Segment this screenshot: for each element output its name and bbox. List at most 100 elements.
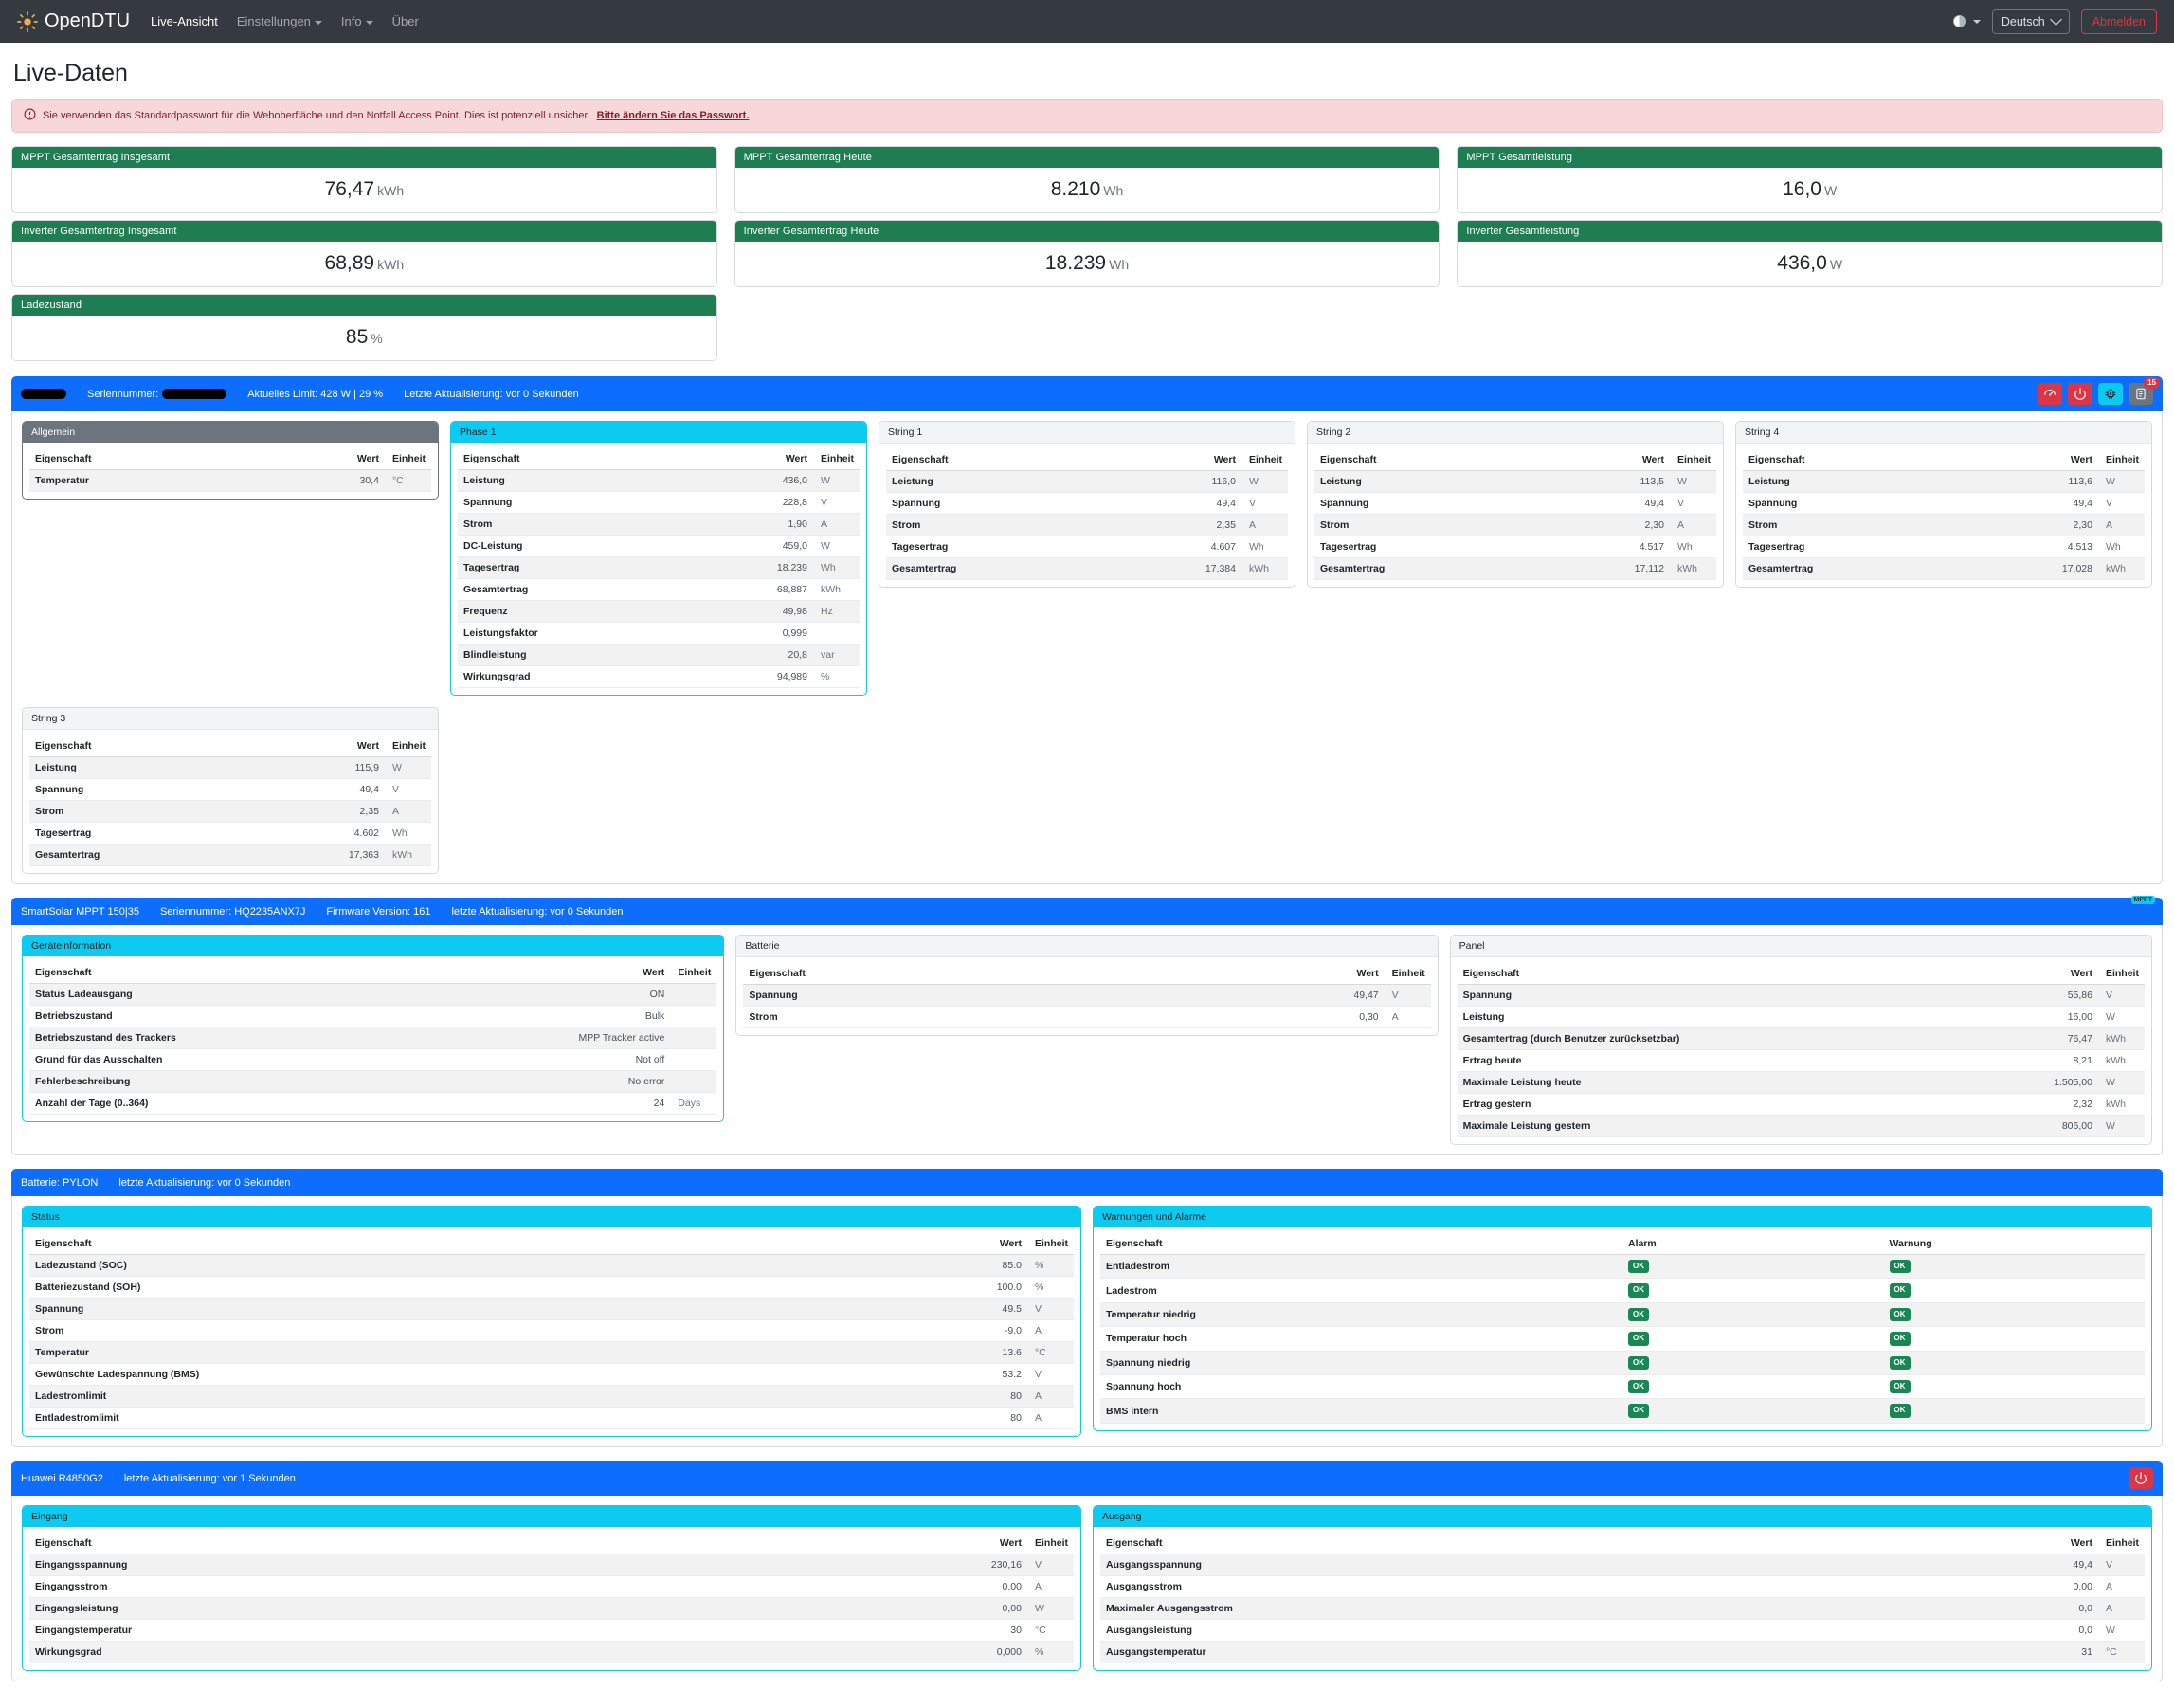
card-header: Panel: [1450, 936, 2151, 957]
row-property: Tagesertrag: [458, 556, 697, 579]
table-row: Strom 0,30 A: [743, 1006, 1431, 1028]
power-toggle-button[interactable]: [2068, 383, 2092, 405]
col-unit: Einheit: [384, 448, 431, 470]
row-property: Ausgangstemperatur: [1100, 1641, 1905, 1663]
card-body: Eigenschaft Wert Einheit Temperatur 30,4…: [23, 443, 438, 499]
col-unit: Einheit: [670, 962, 717, 984]
charger-section: Huawei R4850G2 letzte Aktualisierung: vo…: [11, 1461, 2163, 1681]
row-value: 0,0: [1904, 1619, 2098, 1642]
table-row: Tagesertrag 4.517 Wh: [1314, 536, 1716, 558]
card-body: Eigenschaft Wert Einheit Status Ladeausg…: [23, 956, 723, 1121]
table-row: Leistung 116,0 W: [886, 470, 1288, 493]
col-value: Wert: [1114, 449, 1241, 471]
row-value: 0,30: [1160, 1006, 1385, 1028]
col-property: Eigenschaft: [1100, 1233, 1622, 1255]
charger-header: Huawei R4850G2 letzte Aktualisierung: vo…: [11, 1461, 2163, 1496]
table-row: Spannung 55,86 V: [1457, 984, 2145, 1007]
mppt-name: SmartSolar MPPT 150|35: [21, 905, 139, 918]
table-row: Temperatur 30,4 °C: [29, 469, 431, 492]
row-property: Eingangsspannung: [29, 1554, 750, 1576]
status-badge: OK: [1628, 1332, 1649, 1346]
row-property: Strom: [1314, 514, 1546, 536]
status-badge: OK: [1889, 1307, 1911, 1322]
row-value: 17,028: [1971, 557, 2098, 580]
row-unit: [670, 983, 717, 1006]
row-unit: °C: [1026, 1341, 1074, 1364]
limit-gauge-button[interactable]: [2038, 383, 2062, 405]
card-header: Ausgang: [1094, 1506, 2151, 1527]
main-nav: Live-Ansicht Einstellungen Info Über: [151, 14, 419, 28]
row-property: Temperatur: [29, 1341, 857, 1364]
row-property: Betriebszustand: [29, 1005, 421, 1027]
language-select[interactable]: Deutsch: [1991, 9, 2070, 34]
event-log-button[interactable]: 15: [2129, 377, 2160, 405]
row-property: Ertrag heute: [1457, 1049, 1984, 1072]
theme-toggle[interactable]: [1952, 15, 1981, 27]
row-property: Ertrag gestern: [1457, 1093, 1984, 1116]
warning-status: OK: [1883, 1351, 2145, 1375]
card-allgemein: Allgemein Eigenschaft Wert Einheit Tempe…: [22, 421, 439, 500]
table-row: Eingangsleistung 0,00 W: [29, 1597, 1074, 1620]
nav-item-ueber[interactable]: Über: [391, 14, 419, 28]
table-row: Grund für das Ausschalten Not off: [29, 1048, 717, 1071]
string1-table: Eigenschaft Wert Einheit Leistung 116,0 W S…: [886, 449, 1288, 580]
row-unit: V: [1026, 1298, 1074, 1320]
table-row: Eingangsspannung 230,16 V: [29, 1554, 1074, 1576]
row-unit: kWh: [2097, 557, 2145, 580]
card-body: Eigenschaft Wert Einheit Spannung 55,86 V L…: [1451, 957, 2151, 1144]
card-body: Eigenschaft Alarm Warnung Entladestrom OK…: [1094, 1227, 2151, 1430]
row-unit: Wh: [1669, 536, 1716, 558]
row-property: Spannung niedrig: [1100, 1351, 1622, 1375]
col-property: Eigenschaft: [29, 736, 259, 757]
table-row: Gesamtertrag 68,887 kWh: [458, 578, 860, 601]
table-row: Betriebszustand des Trackers MPP Tracker …: [29, 1027, 717, 1049]
brand-logo[interactable]: OpenDTU: [17, 10, 130, 32]
logout-button[interactable]: Abmelden: [2080, 9, 2157, 34]
col-value: Wert: [1983, 963, 2098, 985]
input-rows: Eingangsspannung 230,16 V Eingangsstrom 0,00…: [29, 1554, 1074, 1663]
row-property: Ladestromlimit: [29, 1385, 857, 1408]
row-property: Tagesertrag: [886, 536, 1115, 558]
card-body: Eigenschaft Wert Einheit Leistung 113,6 W S…: [1736, 444, 2151, 587]
table-row: Temperatur niedrig OK OK: [1100, 1302, 2145, 1328]
nav-item-live-ansicht[interactable]: Live-Ansicht: [151, 14, 218, 28]
inverter-limit: Aktuelles Limit: 428 W | 29 %: [247, 388, 384, 400]
charger-last-update: letzte Aktualisierung: vor 1 Sekunden: [123, 1472, 296, 1484]
charger-body: Eingang Eigenschaft Wert Einheit Eingang…: [11, 1496, 2163, 1681]
page-title: Live-Daten: [13, 60, 128, 86]
col-unit: Einheit: [1384, 963, 1431, 985]
row-unit: W: [1026, 1597, 1074, 1620]
col-property: Eigenschaft: [1314, 449, 1546, 471]
summary-unit: W: [1829, 257, 1843, 272]
table-row: Spannung 228,8 V: [458, 491, 860, 514]
table-row: Tagesertrag 4.607 Wh: [886, 536, 1288, 558]
card-body: 68,89 kWh: [12, 242, 716, 286]
row-property: Strom: [29, 800, 259, 823]
row-value: 113,6: [1971, 470, 2098, 493]
col-unit: Einheit: [384, 736, 431, 757]
device-info-button[interactable]: [2098, 383, 2123, 405]
row-value: 18.239: [697, 556, 813, 579]
table-row: Ausgangsleistung 0,0 W: [1100, 1619, 2145, 1642]
nav-item-einstellungen[interactable]: Einstellungen: [237, 14, 322, 28]
row-property: Batteriezustand (SOH): [29, 1276, 857, 1299]
summary-unit: Wh: [1103, 183, 1124, 198]
row-property: Ladezustand (SOC): [29, 1254, 857, 1277]
card-string-2: String 2 Eigenschaft Wert Einheit Leistu…: [1307, 421, 1724, 588]
card-body: 16,0 W: [1458, 168, 2162, 212]
alert-text: Sie verwenden das Standardpasswort für d…: [43, 110, 590, 121]
change-password-link[interactable]: Bitte ändern Sie das Passwort.: [596, 110, 750, 121]
nav-item-info[interactable]: Info: [341, 14, 373, 28]
page-content: Live-Daten Sie verwenden das Standardpas…: [0, 43, 2174, 1708]
charger-power-button[interactable]: [2129, 1467, 2153, 1489]
row-unit: W: [812, 535, 860, 557]
row-unit: kWh: [384, 844, 431, 866]
row-unit: %: [812, 665, 860, 688]
table-row: Eingangsstrom 0,00 A: [29, 1575, 1074, 1598]
row-value: 0,999: [697, 622, 813, 645]
table-row: Maximale Leistung heute 1.505,00 W: [1457, 1071, 2145, 1094]
table-row: Strom 2,35 A: [886, 514, 1288, 536]
card-header: String 2: [1308, 422, 1723, 444]
card-body: Eigenschaft Wert Einheit Leistung 113,5 W S…: [1308, 444, 1723, 587]
battery-status-rows: Ladezustand (SOC) 85.0% Batteriezustand (S…: [29, 1254, 1074, 1429]
